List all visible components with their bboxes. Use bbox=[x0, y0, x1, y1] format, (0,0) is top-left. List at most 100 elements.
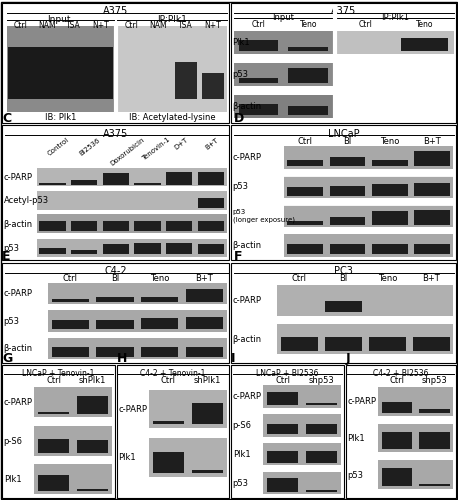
Text: IP:Plk1: IP:Plk1 bbox=[381, 14, 409, 22]
Bar bbox=[103, 172, 129, 184]
Bar bbox=[414, 210, 450, 225]
Text: Teno: Teno bbox=[300, 20, 317, 29]
Text: LNCaP + Tenovin-1: LNCaP + Tenovin-1 bbox=[22, 369, 95, 378]
Text: F: F bbox=[234, 250, 242, 262]
Bar bbox=[330, 244, 365, 254]
Bar bbox=[96, 320, 134, 330]
Bar bbox=[420, 432, 450, 450]
Bar bbox=[289, 106, 328, 115]
Bar bbox=[134, 243, 161, 254]
Bar bbox=[185, 289, 223, 302]
Bar bbox=[192, 470, 223, 472]
Bar bbox=[197, 244, 224, 254]
Text: shp53: shp53 bbox=[309, 376, 335, 385]
Text: p53: p53 bbox=[347, 470, 363, 480]
Text: p53: p53 bbox=[4, 317, 20, 326]
Bar bbox=[71, 222, 98, 232]
Text: c-PARP: c-PARP bbox=[4, 398, 33, 407]
Text: BI2536: BI2536 bbox=[78, 136, 101, 156]
Text: Ctrl: Ctrl bbox=[359, 20, 372, 29]
Text: Teno: Teno bbox=[416, 20, 433, 29]
Text: I: I bbox=[231, 352, 236, 365]
Text: B+T: B+T bbox=[423, 136, 441, 145]
Bar bbox=[2, 2, 229, 122]
Text: A: A bbox=[2, 0, 12, 2]
Text: β-actin: β-actin bbox=[4, 344, 33, 353]
Text: Plk1: Plk1 bbox=[232, 38, 250, 47]
Bar bbox=[48, 283, 227, 304]
Bar bbox=[401, 38, 448, 52]
Bar bbox=[372, 244, 408, 254]
Bar bbox=[330, 157, 365, 166]
Text: Ctrl: Ctrl bbox=[124, 22, 138, 30]
Text: shPlk1: shPlk1 bbox=[79, 376, 106, 385]
Bar bbox=[7, 26, 114, 112]
Bar bbox=[34, 464, 112, 494]
Text: p53: p53 bbox=[232, 70, 248, 79]
Text: β-actin: β-actin bbox=[233, 241, 262, 250]
Bar bbox=[185, 347, 223, 357]
Bar bbox=[336, 31, 454, 54]
Text: A375: A375 bbox=[331, 6, 356, 16]
Bar bbox=[284, 175, 453, 198]
Text: A375: A375 bbox=[103, 129, 128, 139]
Bar bbox=[166, 172, 192, 184]
Text: LNCaP: LNCaP bbox=[327, 129, 360, 139]
Bar bbox=[234, 62, 333, 86]
Text: Ctrl: Ctrl bbox=[275, 376, 290, 385]
Bar bbox=[234, 94, 333, 118]
Text: TSA: TSA bbox=[66, 22, 81, 30]
Text: Ctrl: Ctrl bbox=[298, 136, 313, 145]
Text: Plk1: Plk1 bbox=[347, 434, 365, 443]
Bar bbox=[77, 396, 108, 414]
Bar bbox=[153, 421, 184, 424]
Text: C: C bbox=[2, 112, 11, 125]
Bar bbox=[39, 222, 66, 232]
Text: c-PARP: c-PARP bbox=[233, 296, 262, 306]
Bar bbox=[414, 184, 450, 196]
Bar bbox=[234, 31, 333, 54]
Bar bbox=[96, 297, 134, 302]
Text: C4-2 + Tenovin-1: C4-2 + Tenovin-1 bbox=[140, 369, 206, 378]
Bar bbox=[413, 337, 450, 351]
Text: PC3: PC3 bbox=[334, 266, 353, 276]
Text: β-actin: β-actin bbox=[232, 102, 262, 111]
Bar bbox=[149, 390, 227, 428]
Bar bbox=[263, 386, 341, 408]
Text: B+T: B+T bbox=[422, 274, 440, 283]
Text: IB: Acetylated-lysine: IB: Acetylated-lysine bbox=[129, 114, 215, 122]
Text: B+T: B+T bbox=[205, 136, 220, 150]
Bar bbox=[306, 424, 337, 434]
Bar bbox=[197, 172, 224, 184]
Bar bbox=[38, 439, 70, 452]
Bar bbox=[77, 440, 108, 452]
Bar bbox=[289, 68, 328, 83]
Bar bbox=[378, 460, 453, 489]
Text: D: D bbox=[234, 112, 244, 125]
Bar bbox=[325, 301, 362, 312]
Bar bbox=[141, 297, 179, 302]
Bar bbox=[372, 160, 408, 166]
Bar bbox=[175, 62, 196, 98]
Bar bbox=[192, 404, 223, 424]
Text: Bl: Bl bbox=[339, 274, 347, 283]
Bar bbox=[325, 337, 362, 351]
Bar bbox=[267, 478, 298, 492]
Text: c-PARP: c-PARP bbox=[118, 404, 147, 413]
Bar bbox=[117, 365, 229, 498]
Bar bbox=[281, 337, 318, 351]
Text: E: E bbox=[2, 250, 11, 262]
Bar bbox=[263, 414, 341, 436]
Bar bbox=[38, 475, 70, 491]
Bar bbox=[263, 472, 341, 494]
Bar bbox=[267, 424, 298, 434]
Text: Ctrl: Ctrl bbox=[161, 376, 176, 385]
Text: D+T: D+T bbox=[173, 136, 189, 150]
Bar bbox=[231, 262, 456, 362]
Bar bbox=[231, 365, 344, 498]
Text: c-PARP: c-PARP bbox=[233, 153, 262, 162]
Text: Ctrl: Ctrl bbox=[292, 274, 307, 283]
Bar bbox=[141, 318, 179, 330]
Text: Plk1: Plk1 bbox=[118, 454, 136, 462]
Text: N+T: N+T bbox=[205, 22, 221, 30]
